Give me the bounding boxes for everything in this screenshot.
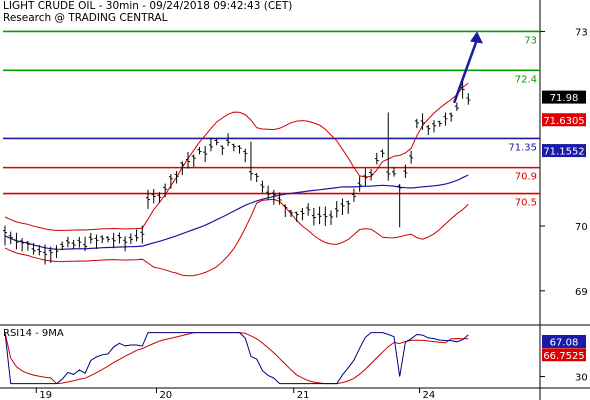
bollinger-lower: [4, 198, 469, 277]
level-label-71.35: 71.35: [508, 142, 537, 153]
rsi-value-tag-67.08: 67.08: [550, 337, 579, 348]
bollinger-upper: [4, 82, 469, 231]
moving-average-line: [4, 174, 469, 250]
rsi-value-tag-box-67.08: [542, 334, 586, 348]
arrow-head: [470, 31, 484, 44]
rsi-title: RSI14 - 9MA: [3, 328, 64, 339]
rsi-panel: RSI14 - 9MA 30 67.08 66.7525: [3, 328, 588, 385]
level-label-70.5: 70.5: [515, 198, 537, 209]
bollinger-bands: [4, 82, 469, 277]
y-tick-label: 70: [575, 222, 588, 233]
arrow-shaft: [452, 39, 479, 104]
price-axis: 69 70 73 71.98 71.6305 71.1552: [540, 27, 588, 298]
moving-average: [4, 174, 469, 250]
level-label-73: 73: [524, 35, 537, 46]
rsi-value-tag-box-66.7525: [542, 348, 586, 362]
chart-header: LIGHT CRUDE OIL - 30min - 09/24/2018 09:…: [3, 0, 292, 24]
y-tick-label: 73: [575, 27, 588, 38]
value-tag-box-71.1552: [542, 144, 586, 158]
value-tag-71.98: 71.98: [550, 93, 579, 104]
x-tick-label: 20: [159, 390, 172, 400]
rsi-tick-label: 30: [575, 373, 588, 384]
level-label-72.4: 72.4: [515, 74, 537, 85]
value-tag-71.1552: 71.1552: [543, 147, 584, 158]
price-levels: 73 72.4 71.35 70.9 70.5: [3, 30, 540, 209]
x-tick-label: 19: [39, 390, 52, 400]
chart-source: Research @ TRADING CENTRAL: [3, 12, 168, 24]
time-axis: 19 20 21 24: [35, 388, 436, 400]
chart-title: LIGHT CRUDE OIL - 30min - 09/24/2018 09:…: [3, 0, 293, 12]
x-tick-label: 21: [297, 390, 310, 400]
price-bars: [3, 81, 471, 265]
value-tag-71.6305: 71.6305: [543, 116, 584, 127]
y-tick-label: 69: [575, 287, 588, 298]
rsi-ma-line: [4, 332, 469, 385]
x-tick-label: 24: [423, 390, 436, 400]
value-tag-box-71.98: [542, 90, 586, 104]
rsi-value-tag-66.7525: 66.7525: [543, 351, 584, 362]
level-label-70.9: 70.9: [515, 172, 537, 183]
value-tag-box-71.6305: [542, 113, 586, 127]
forecast-arrow: [452, 31, 484, 104]
rsi-line: [4, 332, 469, 385]
